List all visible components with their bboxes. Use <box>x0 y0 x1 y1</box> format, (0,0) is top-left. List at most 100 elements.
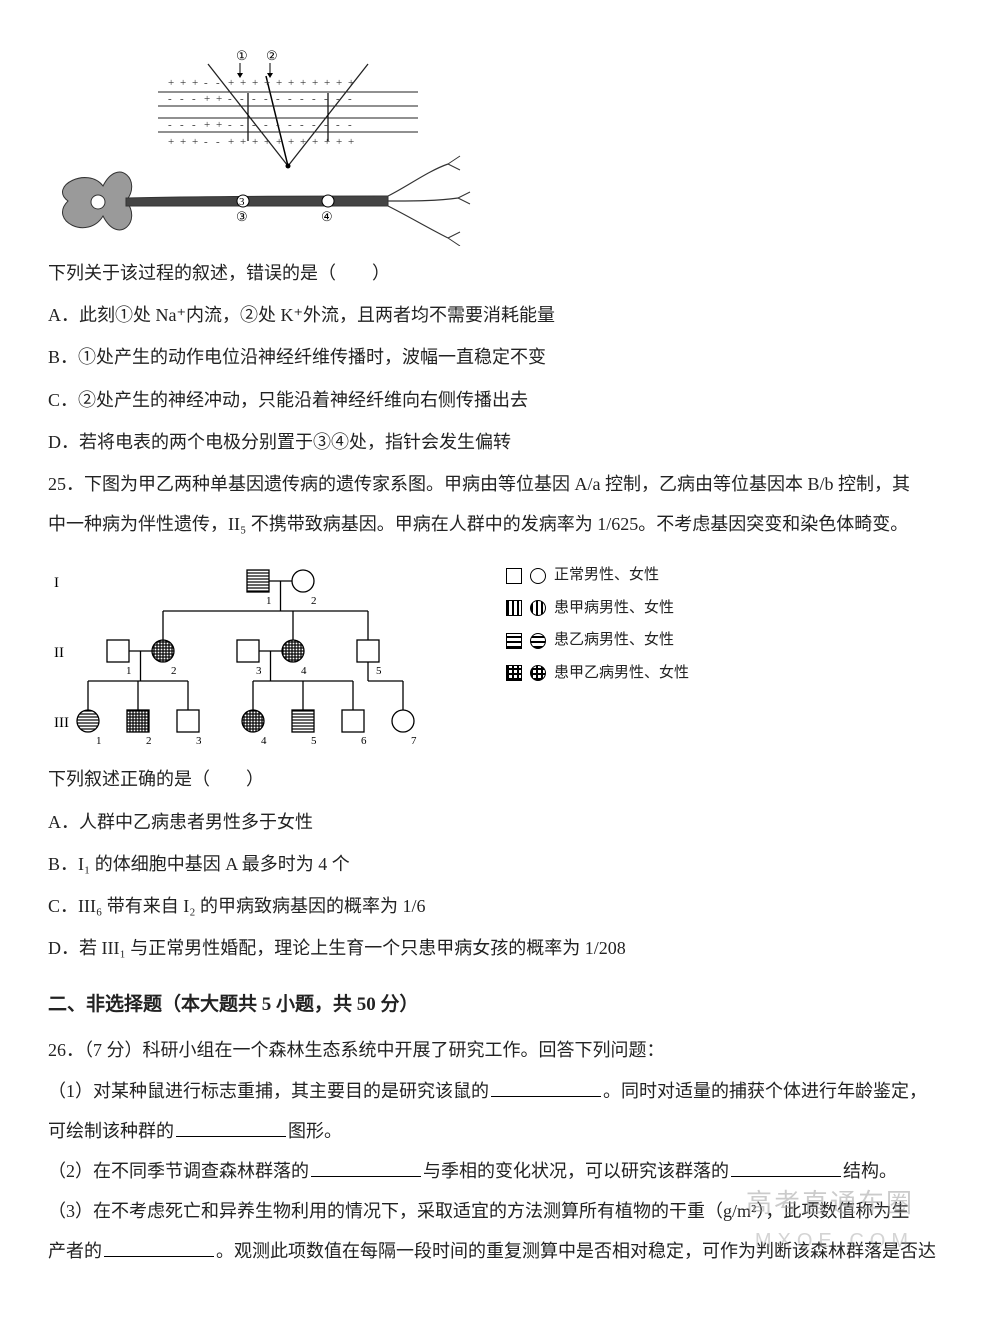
q25-figure-row: IIIIII12123451234567 正常男性、女性 患甲病男性、女性 患乙… <box>48 547 952 756</box>
legend-circle-vert-icon <box>530 600 546 616</box>
q26-blank-4 <box>731 1156 841 1177</box>
svg-text:-: - <box>192 93 196 105</box>
svg-text:+: + <box>276 136 282 148</box>
q26-p1-line1: （1）对某种鼠进行标志重捕，其主要目的是研究该鼠的。同时对适量的捕获个体进行年龄… <box>48 1074 952 1108</box>
q25-stem-2: 中一种病为伴性遗传，II₅ 不携带致病基因。甲病在人群中的发病率为 1/625。… <box>48 507 952 541</box>
q24-option-b: B．①处产生的动作电位沿神经纤维传播时，波幅一直稳定不变 <box>48 340 952 374</box>
svg-text:7: 7 <box>411 735 417 746</box>
svg-text:-: - <box>300 119 304 131</box>
legend-jia: 患甲病男性、女性 <box>506 594 689 623</box>
svg-text:+: + <box>168 77 174 89</box>
svg-text:I: I <box>54 575 59 591</box>
q26-p1d: 图形。 <box>288 1121 342 1141</box>
svg-text:3: 3 <box>256 665 262 677</box>
q24-option-c: C．②处产生的神经冲动，只能沿着神经纤维向右侧传播出去 <box>48 383 952 417</box>
svg-text:1: 1 <box>126 665 132 677</box>
q26-p2c: 结构。 <box>843 1161 897 1181</box>
legend-both: 患甲乙病男性、女性 <box>506 659 689 688</box>
legend-square-icon <box>506 568 522 584</box>
svg-text:-: - <box>276 119 280 131</box>
svg-text:-: - <box>348 119 352 131</box>
svg-text:-: - <box>312 119 316 131</box>
svg-text:-: - <box>252 119 256 131</box>
q25-option-c: C．III₆ 带有来自 I₂ 的甲病致病基因的概率为 1/6 <box>48 889 952 923</box>
svg-text:-: - <box>252 93 256 105</box>
svg-text:-: - <box>288 119 292 131</box>
svg-text:-: - <box>264 93 268 105</box>
svg-text:+: + <box>204 119 210 131</box>
svg-text:-: - <box>168 119 172 131</box>
q26-blank-1 <box>491 1076 601 1097</box>
svg-text:+: + <box>324 77 330 89</box>
svg-text:-: - <box>276 93 280 105</box>
q26-p1b: 。同时对适量的捕获个体进行年龄鉴定， <box>603 1081 927 1101</box>
legend-jia-label: 患甲病男性、女性 <box>554 594 674 623</box>
svg-text:+: + <box>168 136 174 148</box>
svg-text:1: 1 <box>266 595 272 607</box>
q24-option-d: D．若将电表的两个电极分别置于③④处，指针会发生偏转 <box>48 425 952 459</box>
q25-option-d: D．若 III₁ 与正常男性婚配，理论上生育一个只患甲病女孩的概率为 1/208 <box>48 931 952 965</box>
svg-text:2: 2 <box>146 735 152 746</box>
svg-text:-: - <box>312 93 316 105</box>
svg-text:+: + <box>216 93 222 105</box>
svg-text:+: + <box>312 136 318 148</box>
q25-option-b: B．I₁ 的体细胞中基因 A 最多时为 4 个 <box>48 847 952 881</box>
svg-text:6: 6 <box>361 735 367 746</box>
pedigree-svg: IIIIII12123451234567 <box>48 551 478 746</box>
svg-text:-: - <box>192 119 196 131</box>
q25-prompt: 下列叙述正确的是（ ） <box>48 762 952 796</box>
q26-blank-3 <box>311 1156 421 1177</box>
svg-text:+: + <box>180 136 186 148</box>
section-2-heading: 二、非选择题（本大题共 5 小题，共 50 分） <box>48 987 952 1023</box>
legend-yi: 患乙病男性、女性 <box>506 626 689 655</box>
svg-text:-: - <box>324 119 328 131</box>
svg-text:-: - <box>240 119 244 131</box>
svg-text:5: 5 <box>376 665 382 677</box>
svg-text:2: 2 <box>311 595 317 607</box>
legend-normal: 正常男性、女性 <box>506 561 689 590</box>
svg-text:+: + <box>264 77 270 89</box>
svg-text:+: + <box>348 77 354 89</box>
q25-stem-1: 25．下图为甲乙两种单基因遗传病的遗传家系图。甲病由等位基因 A/a 控制，乙病… <box>48 467 952 501</box>
legend-normal-label: 正常男性、女性 <box>554 561 659 590</box>
legend-square-horiz-icon <box>506 633 522 649</box>
svg-text:2: 2 <box>171 665 177 677</box>
svg-text:-: - <box>300 93 304 105</box>
neuron-svg: ①②+++--+++++++++++---++--------------++-… <box>48 46 478 246</box>
q26-stem: 26．（7 分）科研小组在一个森林生态系统中开展了研究工作。回答下列问题： <box>48 1033 952 1067</box>
svg-text:③: ③ <box>236 209 248 224</box>
svg-text:+: + <box>300 136 306 148</box>
svg-text:+: + <box>276 77 282 89</box>
svg-text:III: III <box>54 715 69 731</box>
q26-blank-2 <box>176 1116 286 1137</box>
q24-figure: ①②+++--+++++++++++---++--------------++-… <box>48 46 952 246</box>
legend-circle-icon <box>530 568 546 584</box>
svg-text:+: + <box>252 77 258 89</box>
svg-text:-: - <box>288 93 292 105</box>
page-root: ①②+++--+++++++++++---++--------------++-… <box>48 46 952 1268</box>
svg-text:+: + <box>216 119 222 131</box>
svg-text:4: 4 <box>301 665 307 677</box>
svg-text:④: ④ <box>321 209 333 224</box>
svg-text:+: + <box>252 136 258 148</box>
q26-p3-line1: （3）在不考虑死亡和异养生物利用的情况下，采取适宜的方法测算所有植物的干重（g/… <box>48 1194 952 1228</box>
svg-text:+: + <box>312 77 318 89</box>
svg-text:①: ① <box>236 48 248 63</box>
svg-text:②: ② <box>266 48 278 63</box>
q26-p2b: 与季相的变化状况，可以研究该群落的 <box>423 1161 729 1181</box>
svg-text:3: 3 <box>239 196 245 208</box>
svg-text:+: + <box>240 136 246 148</box>
svg-text:+: + <box>204 93 210 105</box>
svg-text:-: - <box>264 119 268 131</box>
svg-text:-: - <box>228 93 232 105</box>
svg-text:-: - <box>180 93 184 105</box>
svg-text:-: - <box>168 93 172 105</box>
svg-text:-: - <box>228 119 232 131</box>
svg-text:-: - <box>204 136 208 148</box>
q24-option-a: A．此刻①处 Na⁺内流，②处 K⁺外流，且两者均不需要消耗能量 <box>48 298 952 332</box>
svg-text:+: + <box>264 136 270 148</box>
svg-text:II: II <box>54 645 64 661</box>
svg-text:+: + <box>288 77 294 89</box>
q24-prompt: 下列关于该过程的叙述，错误的是（ ） <box>48 256 952 290</box>
svg-text:-: - <box>240 93 244 105</box>
